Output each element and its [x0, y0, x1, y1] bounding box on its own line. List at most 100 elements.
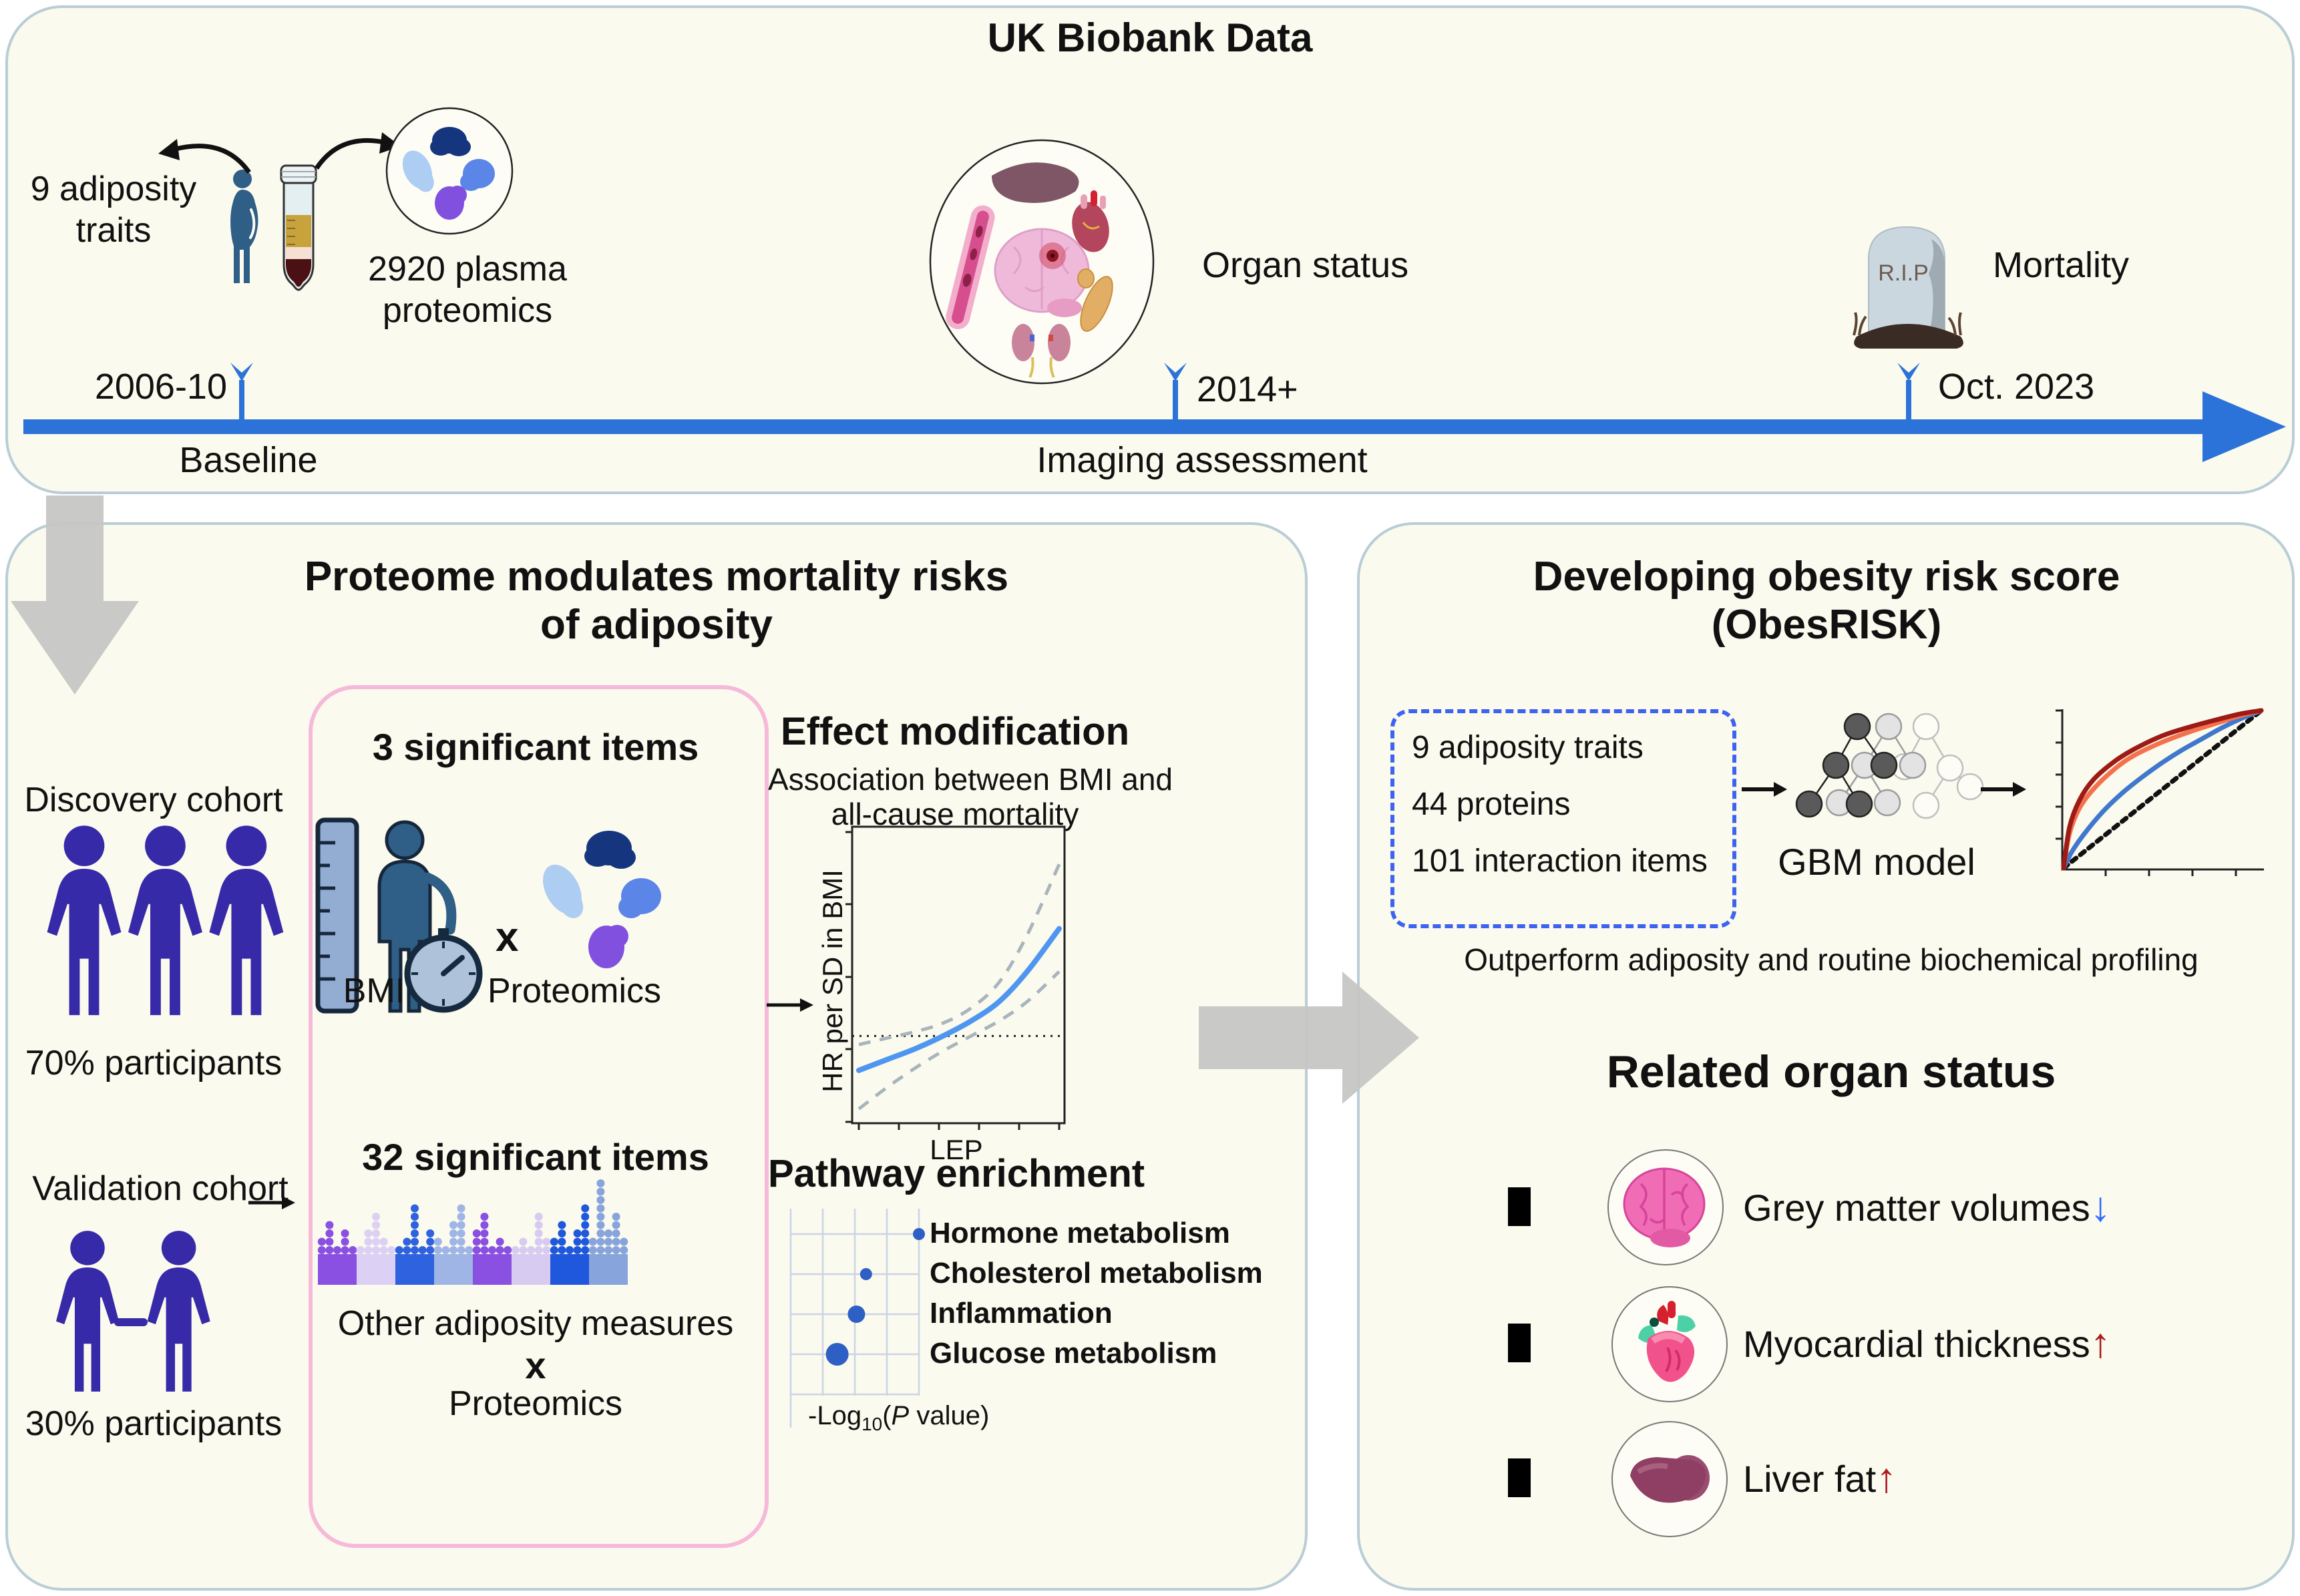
- input-item-1: 44 proteins: [1412, 787, 1571, 822]
- brain-organ: [994, 228, 1090, 317]
- flow-down-arrow-icon: [11, 495, 139, 694]
- validation-cohort-label: Validation cohort: [32, 1169, 289, 1208]
- related-organ-title: Related organ status: [1606, 1046, 2056, 1097]
- adiposity-traits-label: 9 adiposity traits: [7, 168, 220, 251]
- discovery-sub-label: 70% participants: [25, 1044, 282, 1082]
- protein-blob-navy: [430, 127, 471, 156]
- pathway-xlabel-p2: (: [882, 1401, 892, 1430]
- protein-blob-purple: [435, 186, 467, 220]
- bmi-label: BMI: [343, 972, 405, 1010]
- proteomics-circle-icon: [385, 107, 514, 235]
- pathway-label-0: Hormone metabolism: [930, 1217, 1230, 1249]
- pathway-xlabel-sub: 10: [861, 1414, 883, 1434]
- kidneys-organ: [1012, 324, 1071, 378]
- adiposity-line1: 9 adiposity: [30, 170, 197, 208]
- myocardial-row: Myocardial thickness↑: [1743, 1320, 2111, 1367]
- liver-fat-row: Liver fat↑: [1743, 1454, 1897, 1502]
- pathway-xlabel: -Log10(P value): [808, 1401, 989, 1435]
- sig3-operator: x: [496, 914, 519, 960]
- obese-person-icon: [230, 170, 258, 283]
- pathway-xlabel-p1: -Log: [808, 1401, 862, 1430]
- grey-matter-trend-arrow: ↓: [2090, 1184, 2111, 1230]
- timeline-arrowhead-icon: [2202, 391, 2286, 462]
- timeline-baseline-label: Baseline: [179, 440, 318, 480]
- left-title-line2: of adiposity: [540, 602, 773, 648]
- sig32-caption2: x: [525, 1344, 546, 1386]
- plasma-proteomics-label: 2920 plasma proteomics: [327, 248, 608, 331]
- timeline-marker-baseline: [230, 363, 253, 426]
- effect-ticks: [845, 831, 1061, 1130]
- sig3-title: 3 significant items: [372, 726, 699, 768]
- effect-modification-plot: [845, 825, 1066, 1130]
- timeline-marker-imaging: [1164, 363, 1187, 426]
- pathway-label-1: Cholesterol metabolism: [930, 1257, 1263, 1289]
- bmi-icon: [315, 817, 483, 1014]
- effect-sub2: all-cause mortality: [831, 797, 1079, 831]
- pathway-xlabel-p3: value): [909, 1401, 990, 1430]
- manhattan-plot: [317, 1179, 628, 1285]
- myocardial-trend-arrow: ↑: [2090, 1320, 2111, 1366]
- inputs-to-model-arrow-icon: [1742, 782, 1787, 797]
- myocardial-label: Myocardial thickness: [1743, 1323, 2090, 1365]
- timeline-bar: [23, 419, 2207, 434]
- mortality-label: Mortality: [1993, 245, 2130, 285]
- timeline-marker-mortality: [1897, 363, 1920, 426]
- brain-icon: [1623, 1167, 1706, 1247]
- sig32-title: 32 significant items: [362, 1136, 709, 1178]
- proteomics-line2: proteomics: [382, 291, 553, 330]
- validation-sub-label: 30% participants: [25, 1404, 282, 1443]
- top-title: UK Biobank Data: [987, 15, 1313, 60]
- left-title-line1: Proteome modulates mortality risks: [304, 554, 1009, 600]
- roc-ticks: [2056, 709, 2237, 876]
- timeline-start-date: 2006-10: [94, 367, 227, 407]
- effect-xlabel: LEP: [930, 1134, 983, 1165]
- sig3-proteomics-label: Proteomics: [487, 972, 662, 1010]
- model-to-roc-arrow-icon: [1981, 782, 2026, 797]
- outperform-text: Outperform adiposity and routine biochem…: [1464, 942, 2198, 977]
- blood-vessel-organ: [946, 205, 995, 329]
- timeline-imaging-label: Imaging assessment: [1036, 440, 1368, 480]
- input-item-0: 9 adiposity traits: [1412, 730, 1644, 765]
- gbm-model-label: GBM model: [1778, 841, 1975, 883]
- significant-items-box: [309, 685, 769, 1548]
- model-inputs-box: [1390, 709, 1736, 928]
- pathway-title: Pathway enrichment: [768, 1152, 1145, 1195]
- input-item-2: 101 interaction items: [1412, 843, 1708, 879]
- proteomics-line1: 2920 plasma: [368, 250, 567, 288]
- tombstone-icon: R.I.P: [1853, 226, 1963, 349]
- gbm-model-icon: [1795, 713, 1984, 819]
- heart-organ: [1072, 190, 1109, 252]
- effect-title: Effect modification: [780, 710, 1130, 753]
- pathway-xlabel-italic-p: P: [891, 1401, 910, 1430]
- proteomics-blobs-icon: [543, 831, 661, 968]
- sig32-caption1: Other adiposity measures: [337, 1304, 734, 1343]
- pancreas-organ: [1077, 268, 1113, 332]
- arrow-to-proteomics-icon: [315, 132, 401, 170]
- liver-fat-trend-arrow: ↑: [1876, 1455, 1897, 1501]
- liver-fat-label: Liver fat: [1743, 1458, 1877, 1500]
- roc-plot: [2056, 708, 2264, 876]
- adiposity-line2: traits: [75, 211, 152, 250]
- heart-icon: [1638, 1301, 1696, 1382]
- bullet-liver-fat: [1508, 1458, 1531, 1497]
- right-title-line2: (ObesRISK): [1711, 602, 1942, 648]
- effect-sub1: Association between BMI and: [768, 762, 1173, 797]
- timeline-mid-date: 2014+: [1197, 369, 1298, 409]
- discovery-cohort-label: Discovery cohort: [24, 781, 283, 819]
- grey-matter-row: Grey matter volumes↓: [1743, 1183, 2111, 1231]
- organ-status-label: Organ status: [1202, 245, 1409, 285]
- to-effect-arrow-icon: [767, 998, 813, 1012]
- discovery-cohort-icon: [47, 825, 284, 1016]
- arrow-to-traits-icon: [158, 139, 251, 174]
- protein-blob-lightblue: [402, 150, 434, 192]
- right-title-line1: Developing obesity risk score: [1533, 554, 2120, 600]
- liver-organ: [992, 162, 1079, 203]
- blood-tube-icon: [280, 164, 317, 291]
- protein-blob-blue: [460, 159, 495, 191]
- effect-ylabel: HR per SD in BMI: [817, 869, 848, 1092]
- flow-right-arrow-icon: [1199, 972, 1419, 1104]
- obesrisk-panel: [1357, 522, 2295, 1591]
- organ-status-circle-icon: [929, 139, 1155, 385]
- pathway-dot-plot: [789, 1209, 925, 1428]
